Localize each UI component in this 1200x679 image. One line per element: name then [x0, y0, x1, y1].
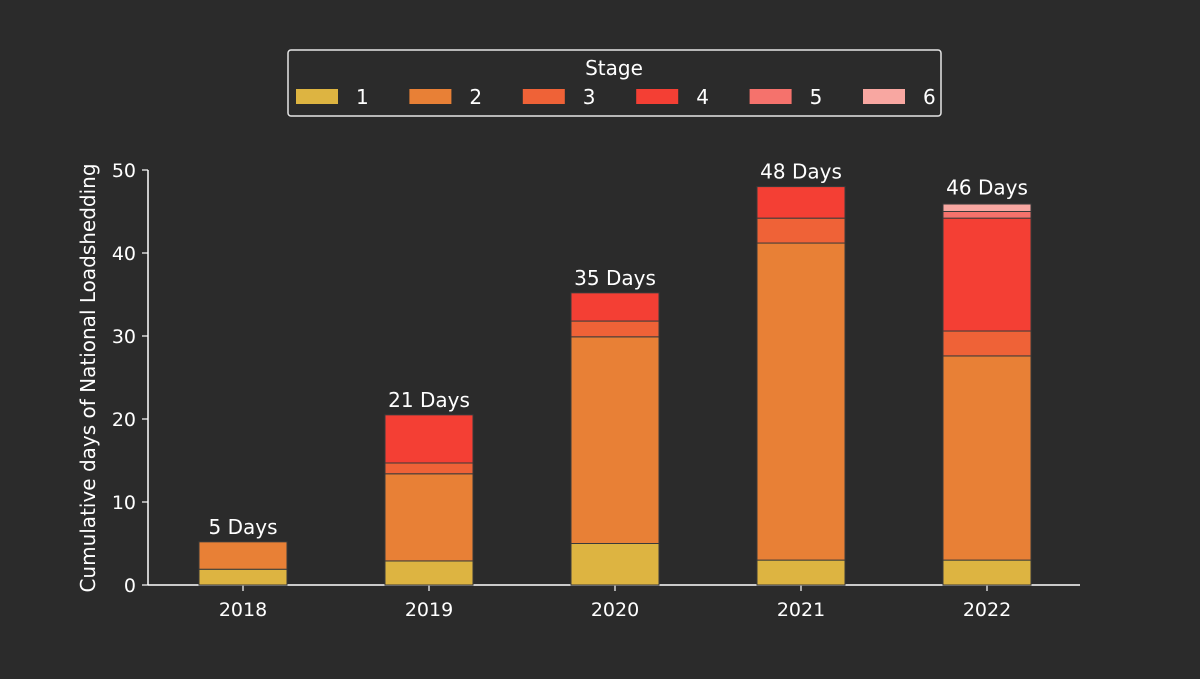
bar-segment-stage-1 [942, 559, 1032, 586]
legend-swatch-stage-1 [296, 89, 338, 104]
bar-segment-stage-2 [198, 541, 288, 570]
bar-segment-stage-2 [942, 355, 1032, 561]
bar-total-label: 21 Days [388, 388, 470, 412]
bar-segment-stage-5 [942, 211, 1032, 219]
bar-segment-stage-3 [756, 217, 846, 244]
legend-swatch-stage-4 [636, 89, 679, 104]
y-tick-label: 30 [112, 326, 136, 348]
y-axis-label: Cumulative days of National Loadshedding [76, 163, 100, 592]
total-labels: 5 Days 21 Days 35 Days 48 Days 46 Days [209, 160, 1028, 539]
bar-segment-stage-2 [384, 473, 474, 562]
legend-label-stage-3: 3 [583, 85, 596, 109]
legend-label-stage-2: 2 [469, 85, 482, 109]
legend-swatch-stage-6 [863, 89, 905, 104]
y-tick-label: 10 [112, 492, 136, 514]
legend-label-stage-5: 5 [810, 85, 823, 109]
legend: Stage 1 2 3 4 5 6 [287, 49, 942, 117]
y-tick-label: 40 [112, 243, 136, 265]
x-tick-label: 2020 [591, 599, 639, 621]
bar-segment-stage-6 [942, 203, 1032, 212]
legend-swatch-stage-2 [409, 89, 452, 104]
y-tick-label: 0 [124, 575, 136, 597]
bar-segment-stage-2 [756, 242, 846, 561]
y-tick-label: 50 [112, 160, 136, 182]
bar-total-label: 46 Days [946, 175, 1028, 199]
legend-swatch-stage-5 [749, 89, 792, 104]
bar-segment-stage-1 [198, 568, 288, 586]
bar-total-label: 5 Days [209, 515, 278, 539]
bar-segment-stage-4 [384, 414, 474, 464]
bar-segment-stage-1 [570, 543, 660, 586]
bar-total-label: 48 Days [760, 160, 842, 184]
y-tick-label: 20 [112, 409, 136, 431]
bar-segment-stage-4 [570, 292, 660, 322]
legend-label-stage-1: 1 [356, 85, 369, 109]
legend-title: Stage [585, 56, 643, 80]
bars [198, 186, 1032, 586]
bar-segment-stage-4 [756, 186, 846, 219]
bar-total-label: 35 Days [574, 266, 656, 290]
bar-segment-stage-3 [570, 320, 660, 338]
bar-segment-stage-4 [942, 217, 1032, 332]
bar-segment-stage-1 [756, 559, 846, 586]
legend-swatch-stage-3 [522, 89, 565, 104]
legend-label-stage-4: 4 [696, 85, 709, 109]
legend-items: 1 2 3 4 5 6 [296, 85, 936, 109]
x-tick-label: 2021 [777, 599, 825, 621]
legend-label-stage-6: 6 [923, 85, 936, 109]
bar-segment-stage-3 [384, 462, 474, 475]
bar-segment-stage-3 [942, 330, 1032, 357]
bar-segment-stage-2 [570, 336, 660, 544]
x-tick-label: 2022 [963, 599, 1011, 621]
x-tick-label: 2018 [219, 599, 267, 621]
x-tick-label: 2019 [405, 599, 453, 621]
bar-segment-stage-1 [384, 560, 474, 586]
